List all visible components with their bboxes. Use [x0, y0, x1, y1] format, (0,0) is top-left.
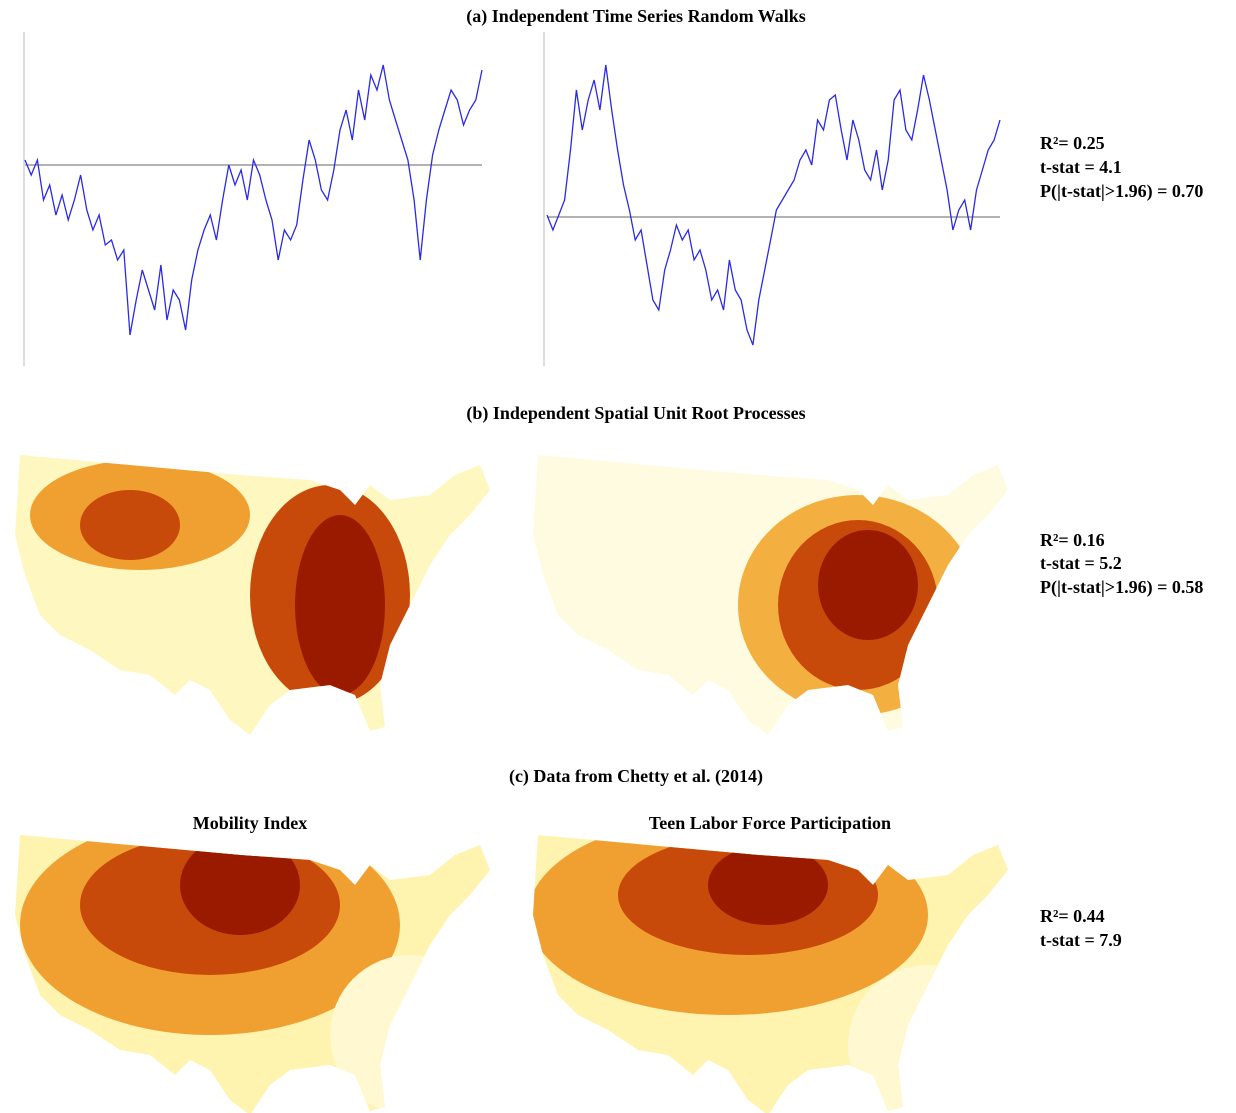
- panel-title: (c) Data from Chetty et al. (2014): [509, 766, 763, 787]
- panel-title: (b) Independent Spatial Unit Root Proces…: [466, 403, 805, 424]
- stat: P(|t-stat|>1.96) = 0.70: [1040, 181, 1203, 202]
- map-title: Teen Labor Force Participation: [649, 813, 891, 833]
- map: [533, 835, 1008, 1113]
- stat: R²= 0.25: [1040, 133, 1105, 153]
- map: [15, 835, 490, 1113]
- random-walk: [24, 64, 483, 336]
- stat: P(|t-stat|>1.96) = 0.58: [1040, 577, 1203, 598]
- random-walk: [546, 64, 1001, 346]
- stat: R²= 0.44: [1040, 906, 1105, 926]
- stat: t-stat = 7.9: [1040, 930, 1122, 950]
- stat: t-stat = 4.1: [1040, 157, 1122, 177]
- stat: R²= 0.16: [1040, 530, 1105, 550]
- map-title: Mobility Index: [193, 813, 308, 833]
- stat: t-stat = 5.2: [1040, 553, 1122, 573]
- map: [15, 455, 490, 735]
- panel-title: (a) Independent Time Series Random Walks: [466, 6, 806, 27]
- map: [533, 455, 1008, 735]
